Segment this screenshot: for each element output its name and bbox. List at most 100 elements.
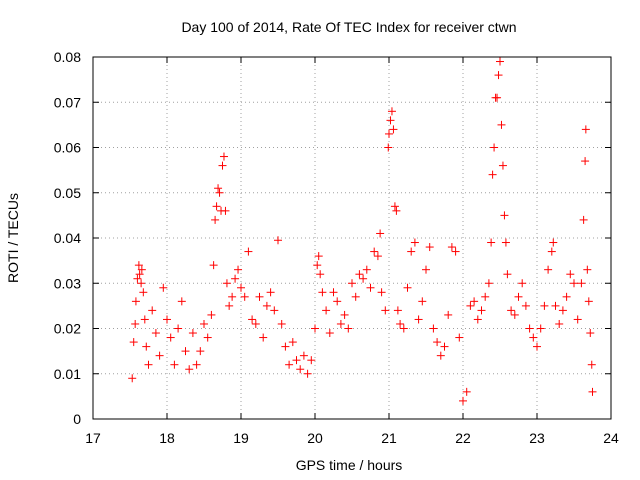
data-point (129, 338, 138, 347)
data-point (494, 71, 503, 80)
data-point (225, 301, 234, 310)
data-point (493, 93, 502, 102)
data-point (547, 247, 556, 256)
data-point (447, 243, 456, 252)
data-point (188, 329, 197, 338)
data-point (487, 238, 496, 247)
data-point (521, 301, 530, 310)
y-tick-label: 0.01 (54, 366, 81, 382)
data-point (266, 288, 275, 297)
data-point (340, 310, 349, 319)
data-point (500, 211, 509, 220)
data-point (418, 297, 427, 306)
data-point (215, 188, 224, 197)
data-point (455, 333, 464, 342)
y-tick-label: 0.04 (54, 230, 81, 246)
data-point (384, 143, 393, 152)
data-point (558, 306, 567, 315)
y-tick-label: 0.02 (54, 321, 81, 337)
data-point (307, 356, 316, 365)
data-point (579, 215, 588, 224)
y-tick-label: 0 (73, 411, 81, 427)
data-point (410, 238, 419, 247)
data-point (209, 261, 218, 270)
data-point (396, 319, 405, 328)
data-points (128, 57, 597, 405)
data-point (316, 270, 325, 279)
data-point (137, 265, 146, 274)
data-point (583, 265, 592, 274)
data-point (436, 351, 445, 360)
data-point (336, 319, 345, 328)
data-point (422, 265, 430, 274)
x-axis-label: GPS time / hours (296, 457, 403, 473)
data-point (573, 315, 582, 324)
data-point (333, 297, 342, 306)
data-point (248, 315, 257, 324)
data-point (325, 329, 334, 338)
data-point (159, 283, 168, 292)
y-tick-label: 0.07 (54, 94, 81, 110)
y-tick-label: 0.05 (54, 185, 81, 201)
data-point (270, 306, 279, 315)
y-tick-label: 0.03 (54, 275, 81, 291)
data-point (234, 265, 243, 274)
data-point (549, 238, 558, 247)
y-tick-label: 0.08 (54, 49, 81, 65)
data-point (581, 157, 590, 166)
data-point (211, 215, 220, 224)
data-point (498, 161, 507, 170)
data-point (399, 324, 408, 333)
data-point (318, 288, 327, 297)
data-point (451, 247, 460, 256)
data-point (137, 279, 146, 288)
data-point (151, 329, 160, 338)
data-point (459, 396, 467, 405)
data-point (496, 57, 504, 66)
data-point (344, 324, 353, 333)
data-point (255, 292, 264, 301)
data-point (370, 247, 379, 256)
data-point (285, 360, 294, 369)
data-point (219, 152, 228, 161)
data-point (329, 288, 338, 297)
data-point (403, 283, 412, 292)
data-point (244, 247, 253, 256)
data-point (393, 306, 402, 315)
data-point (362, 265, 371, 274)
data-point (296, 365, 305, 374)
data-point (177, 297, 186, 306)
data-point (139, 288, 148, 297)
data-point (181, 347, 190, 356)
y-tick-label: 0.06 (54, 140, 81, 156)
data-point (392, 206, 401, 215)
data-point (507, 306, 516, 315)
data-point (262, 301, 271, 310)
data-point (192, 360, 201, 369)
data-point (311, 324, 319, 333)
data-point (544, 265, 553, 274)
data-point (166, 333, 175, 342)
grid-lines (93, 57, 611, 419)
data-point (584, 297, 593, 306)
data-point (425, 243, 434, 252)
data-point (473, 315, 482, 324)
data-point (303, 369, 312, 378)
data-point (251, 319, 260, 328)
x-tick-label: 18 (159, 430, 175, 446)
data-point (414, 315, 423, 324)
data-point (214, 184, 223, 193)
data-point (444, 310, 453, 319)
data-point (144, 360, 153, 369)
data-point (170, 360, 179, 369)
data-point (288, 338, 297, 347)
data-point (470, 297, 479, 306)
data-point (381, 306, 390, 315)
data-point (348, 279, 356, 288)
data-point (174, 324, 183, 333)
data-point (148, 306, 157, 315)
data-point (551, 301, 560, 310)
data-point (228, 292, 237, 301)
data-point (366, 283, 375, 292)
